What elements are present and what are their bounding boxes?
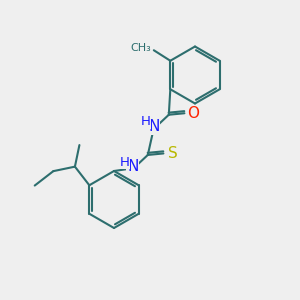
Text: S: S [167,146,177,161]
Text: H: H [120,156,130,169]
Text: N: N [148,119,160,134]
Text: CH₃: CH₃ [131,43,152,53]
Text: O: O [188,106,200,121]
Text: N: N [127,159,139,174]
Text: H: H [141,116,151,128]
